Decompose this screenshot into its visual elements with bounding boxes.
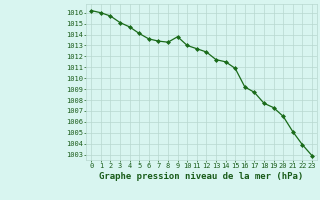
X-axis label: Graphe pression niveau de la mer (hPa): Graphe pression niveau de la mer (hPa)	[100, 172, 304, 181]
